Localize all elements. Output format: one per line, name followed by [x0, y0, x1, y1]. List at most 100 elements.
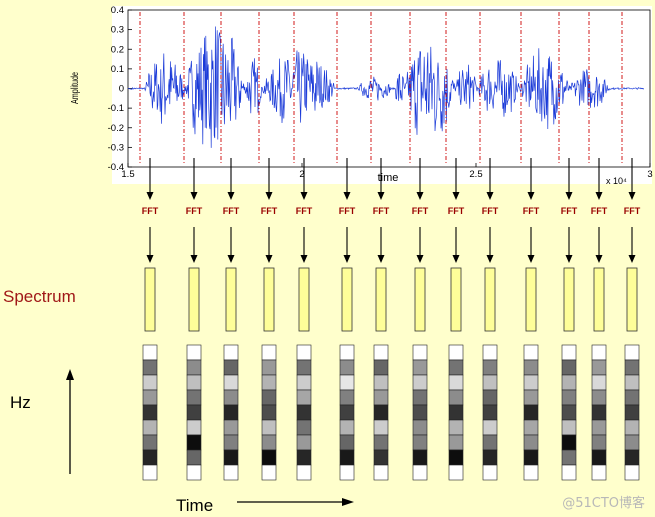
spectrogram-cell [624, 464, 640, 481]
spectrum-box [225, 267, 237, 332]
spectrogram-cell [561, 419, 577, 436]
spectrogram-cell [448, 434, 464, 451]
spectrogram-cell [296, 419, 312, 436]
spectrogram-cell [561, 389, 577, 406]
spectrogram-cell [412, 374, 428, 391]
arrow-head [565, 192, 573, 200]
spectrogram-cell [339, 359, 355, 376]
spectrogram-cell [624, 419, 640, 436]
spectrogram-cell [296, 359, 312, 376]
x-tick-label: 2 [299, 169, 304, 180]
spectrogram-cell [373, 464, 389, 481]
spectrogram-cell [261, 374, 277, 391]
fft-label: FFT [339, 206, 356, 216]
spectrogram-cell [624, 344, 640, 361]
spectrum-box [525, 267, 537, 332]
spectrogram-cell [296, 344, 312, 361]
fft-label: FFT [624, 206, 641, 216]
arrow-head [265, 255, 273, 263]
spectrogram-cell [223, 344, 239, 361]
spectrogram-cell [261, 344, 277, 361]
spectrogram-column [142, 344, 158, 481]
spectrogram-cell [523, 374, 539, 391]
spectrogram-cell [261, 419, 277, 436]
spectrogram-cell [412, 344, 428, 361]
spectrogram-cell [523, 464, 539, 481]
spectrogram-cell [223, 449, 239, 466]
arrow-head [416, 255, 424, 263]
spectrogram-column [624, 344, 640, 481]
spectrogram-cell [591, 434, 607, 451]
waveform-plot: 0.4 0.3 0.2 0.1 0 -0.1 -0.2 -0.3 -0.41.5 2 2.5 3 Am… [69, 5, 653, 186]
spectrogram-cell [339, 449, 355, 466]
spectrogram-cell [591, 449, 607, 466]
spectrogram-cell [339, 464, 355, 481]
spectrogram-cell [448, 374, 464, 391]
spectrogram-cell [373, 374, 389, 391]
spectrogram-cell [296, 389, 312, 406]
spectrum-box [263, 267, 275, 332]
fft-label: FFT [186, 206, 203, 216]
time-label: Time [176, 496, 214, 515]
spectrogram-cell [482, 404, 498, 421]
arrow-head [486, 255, 494, 263]
spectrogram-cell [523, 419, 539, 436]
spectrogram-cell [448, 449, 464, 466]
spectrogram-cell [373, 344, 389, 361]
spectrogram-cell [142, 359, 158, 376]
arrow-head [190, 255, 198, 263]
spectrogram-cell [624, 404, 640, 421]
spectrogram-column [261, 344, 277, 481]
spectrogram-cell [591, 419, 607, 436]
spectrogram-cell [186, 359, 202, 376]
spectrogram-cell [186, 464, 202, 481]
spectrogram-cell [591, 404, 607, 421]
spectrogram-cell [142, 434, 158, 451]
spectrogram-cell [373, 404, 389, 421]
spectrogram-cell [339, 344, 355, 361]
spectrogram-column [223, 344, 239, 481]
y-tick-label: -0.4 [108, 162, 124, 173]
spectrogram-cell [523, 449, 539, 466]
spectrogram-column [523, 344, 539, 481]
spectrogram-column [561, 344, 577, 481]
fft-label: FFT [412, 206, 429, 216]
spectrogram-cell [296, 434, 312, 451]
arrow-head [452, 192, 460, 200]
arrow-head [190, 192, 198, 200]
spectrogram-cell [482, 434, 498, 451]
arrow-head [628, 192, 636, 200]
arrow-head [146, 255, 154, 263]
spectrum-box [375, 267, 387, 332]
spectrogram-cell [482, 449, 498, 466]
spectrogram-cell [624, 389, 640, 406]
spectrogram-cell [373, 449, 389, 466]
x-exponent-label: x 10⁴ [606, 176, 627, 186]
spectrogram-cell [561, 449, 577, 466]
spectrogram-cell [561, 464, 577, 481]
arrow-head [265, 192, 273, 200]
fft-pipeline: FFT FFT FFT FFT FFT FFT FFT FFT FFT FFT FFT FFT FFT F… [142, 158, 641, 481]
spectrum-box [298, 267, 310, 332]
arrow-head [227, 255, 235, 263]
waveform-signal [127, 26, 645, 148]
y-tick-label: 0.4 [111, 5, 124, 16]
y-tick-label: -0.3 [108, 142, 124, 153]
spectrum-box [626, 267, 638, 332]
spectrogram-cell [223, 374, 239, 391]
arrow-head [628, 255, 636, 263]
spectrogram-cell [186, 449, 202, 466]
spectrogram-cell [142, 464, 158, 481]
spectrogram-cell [448, 344, 464, 361]
x-tick-label: 3 [647, 169, 652, 180]
spectrum-box [341, 267, 353, 332]
arrow-head [227, 192, 235, 200]
spectrogram-cell [624, 374, 640, 391]
spectrogram-cell [223, 359, 239, 376]
spectrogram-cell [412, 404, 428, 421]
spectrogram-cell [482, 464, 498, 481]
spectrogram-cell [186, 434, 202, 451]
spectrogram-cell [523, 359, 539, 376]
spectrogram-cell [448, 419, 464, 436]
arrow-head [452, 255, 460, 263]
